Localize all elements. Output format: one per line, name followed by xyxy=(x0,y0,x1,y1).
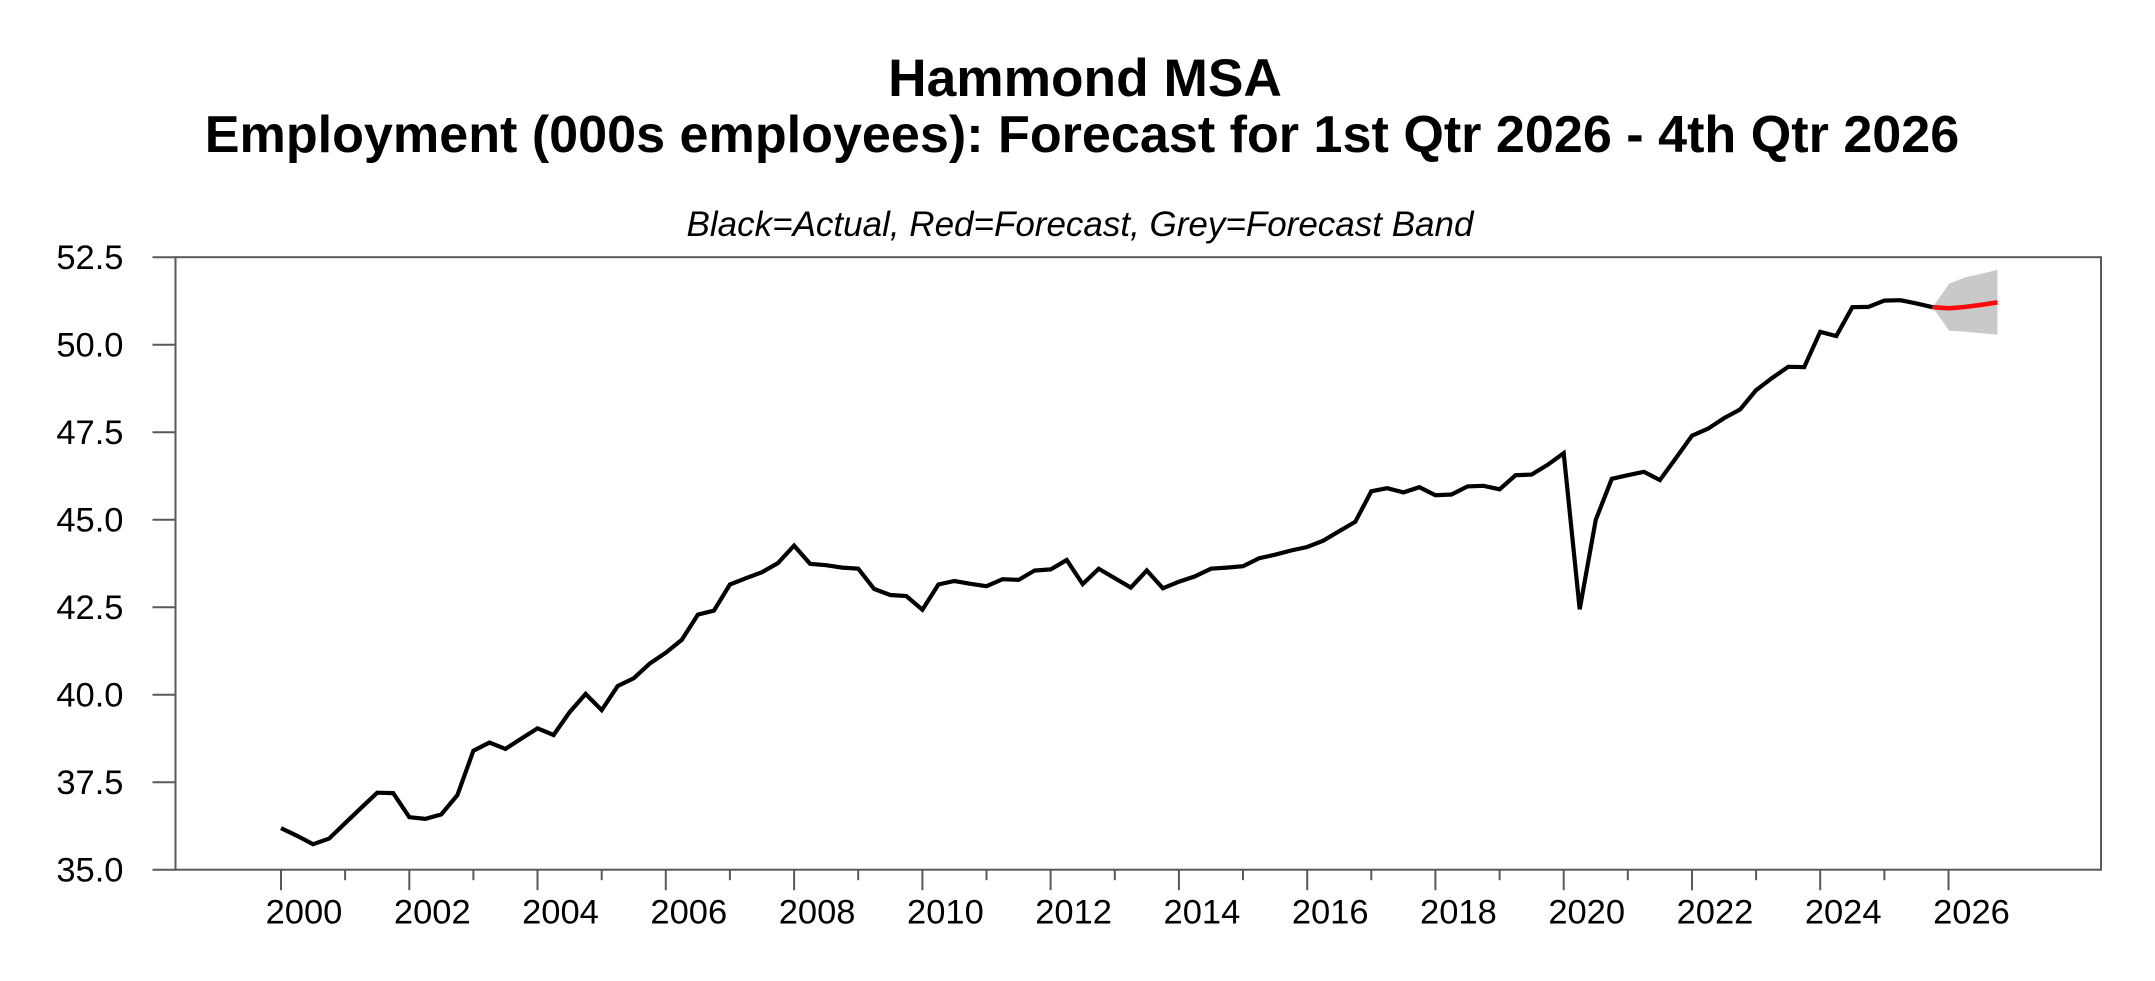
svg-text:2018: 2018 xyxy=(1420,894,1497,932)
svg-text:2004: 2004 xyxy=(522,894,599,932)
svg-text:Hammond MSA: Hammond MSA xyxy=(888,49,1282,108)
svg-text:52.5: 52.5 xyxy=(56,239,123,277)
svg-text:Black=Actual, Red=Forecast, Gr: Black=Actual, Red=Forecast, Grey=Forecas… xyxy=(687,205,1475,244)
svg-text:2014: 2014 xyxy=(1164,894,1241,932)
svg-text:42.5: 42.5 xyxy=(56,589,123,627)
svg-text:47.5: 47.5 xyxy=(56,414,123,452)
svg-text:2008: 2008 xyxy=(779,894,856,932)
svg-text:2016: 2016 xyxy=(1292,894,1369,932)
svg-text:2002: 2002 xyxy=(394,894,471,932)
svg-text:2012: 2012 xyxy=(1035,894,1112,932)
svg-text:2000: 2000 xyxy=(266,894,343,932)
svg-text:37.5: 37.5 xyxy=(56,764,123,802)
svg-text:50.0: 50.0 xyxy=(56,327,123,365)
svg-text:2022: 2022 xyxy=(1677,894,1754,932)
svg-text:45.0: 45.0 xyxy=(56,502,123,540)
svg-text:Employment (000s employees): F: Employment (000s employees): Forecast fo… xyxy=(205,106,1959,164)
svg-text:35.0: 35.0 xyxy=(56,852,123,890)
svg-text:2026: 2026 xyxy=(1933,894,2010,932)
svg-text:2010: 2010 xyxy=(907,894,984,932)
svg-text:2006: 2006 xyxy=(650,894,727,932)
svg-text:40.0: 40.0 xyxy=(56,677,123,715)
svg-text:2024: 2024 xyxy=(1805,894,1882,932)
svg-text:2020: 2020 xyxy=(1548,894,1625,932)
